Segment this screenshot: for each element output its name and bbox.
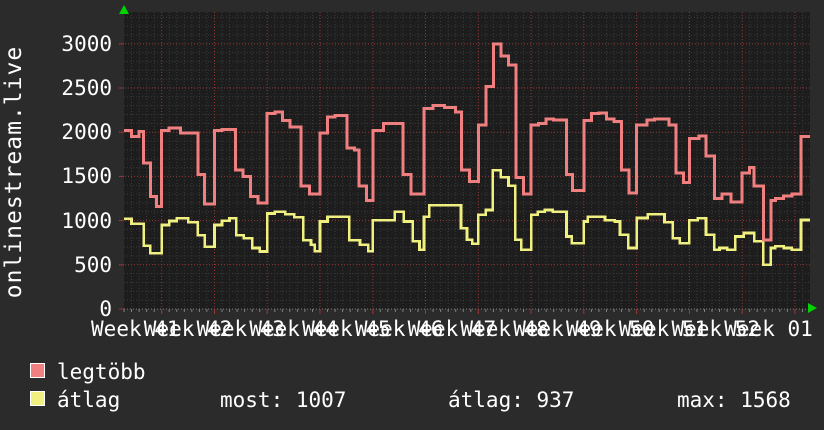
y-axis-label: 3000 [61,31,112,56]
x-axis-label: Week 49 [513,317,602,341]
legend-label-legtobb: legtöbb [57,360,146,384]
x-axis-label: Week 42 [143,317,233,341]
x-axis-label: Week 47 [407,317,497,341]
y-axis-label: 1000 [61,208,112,233]
x-axis-label: Week 50 [565,317,655,341]
x-axis-label: Week 43 [196,317,286,341]
y-axis-label: 2000 [61,120,112,145]
y-axis-label: 500 [74,252,112,277]
x-axis-label: Week 51 [618,317,708,341]
stat-most-value: 1007 [295,388,347,412]
x-axis-label: Week 41 [91,317,180,341]
plot-area [119,5,817,314]
x-axis-label: Week 01 [724,317,813,341]
x-axis-label: Week 45 [302,317,391,341]
legend-row-legtobb: legtöbb [30,360,146,384]
legend-swatch-atlag [30,390,45,406]
stat-atlag-label: átlag: [448,388,524,412]
stat-max: max: 1568 [677,388,791,412]
x-axis-label: Week 44 [249,317,338,341]
stat-max-value: 1568 [740,388,791,412]
legend-label-atlag: átlag [57,388,121,412]
stat-atlag-value: 937 [536,388,575,412]
stat-most: most: 1007 [220,388,346,412]
legend-swatch-legtobb [30,362,45,378]
y-axis-label: 2500 [61,76,112,101]
x-axis-label: Week 48 [460,317,549,341]
legend-row-atlag: átlag [30,388,120,412]
x-axis-label: Week 52 [671,317,761,341]
stat-atlag: átlag: 937 [448,388,574,412]
x-axis-label: Week 46 [354,317,444,341]
stat-most-label: most: [220,388,284,412]
y-axis-label: 1500 [61,164,112,189]
y-axis-label: 0 [99,297,112,321]
stat-max-label: max: [677,388,728,412]
